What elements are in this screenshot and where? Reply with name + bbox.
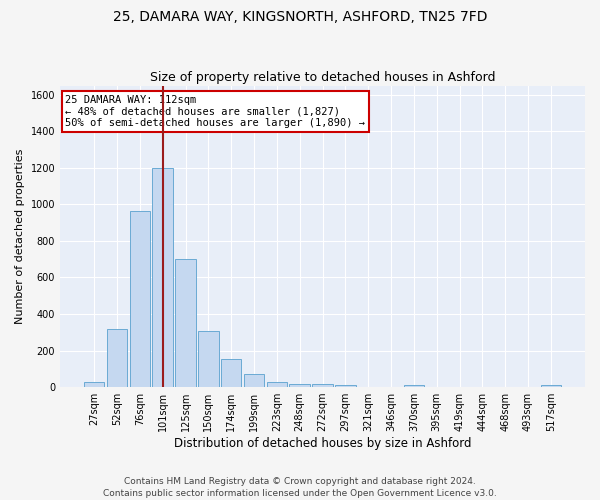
Bar: [312, 384, 333, 387]
Bar: [130, 211, 150, 387]
Y-axis label: Number of detached properties: Number of detached properties: [15, 148, 25, 324]
Bar: [84, 382, 104, 387]
Bar: [198, 332, 218, 387]
Bar: [221, 359, 241, 387]
Title: Size of property relative to detached houses in Ashford: Size of property relative to detached ho…: [150, 72, 495, 85]
Bar: [266, 382, 287, 387]
Text: 25 DAMARA WAY: 112sqm
← 48% of detached houses are smaller (1,827)
50% of semi-d: 25 DAMARA WAY: 112sqm ← 48% of detached …: [65, 94, 365, 128]
X-axis label: Distribution of detached houses by size in Ashford: Distribution of detached houses by size …: [174, 437, 471, 450]
Text: Contains HM Land Registry data © Crown copyright and database right 2024.
Contai: Contains HM Land Registry data © Crown c…: [103, 476, 497, 498]
Bar: [335, 384, 356, 387]
Bar: [404, 385, 424, 387]
Bar: [152, 168, 173, 387]
Bar: [175, 259, 196, 387]
Text: 25, DAMARA WAY, KINGSNORTH, ASHFORD, TN25 7FD: 25, DAMARA WAY, KINGSNORTH, ASHFORD, TN2…: [113, 10, 487, 24]
Bar: [244, 374, 264, 387]
Bar: [289, 384, 310, 387]
Bar: [107, 328, 127, 387]
Bar: [541, 385, 561, 387]
